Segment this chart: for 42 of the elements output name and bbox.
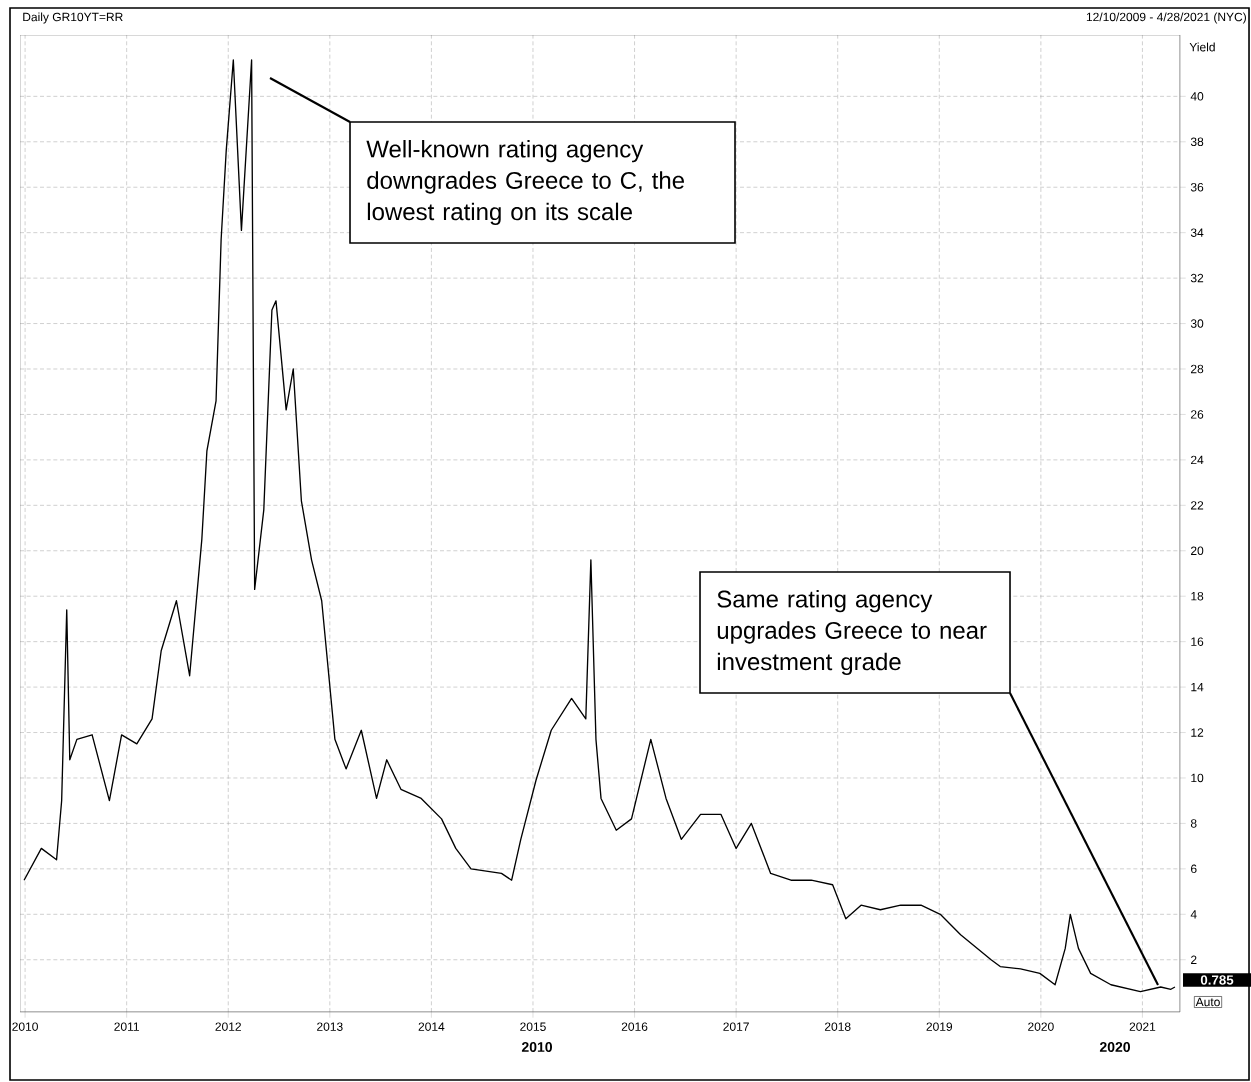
x-tick-label: 2018: [824, 1022, 851, 1031]
text: 2010: [521, 1042, 552, 1052]
text: 2020: [1099, 1042, 1131, 1052]
y-tick-label: 40: [1190, 92, 1204, 101]
y-tick-label: 8: [1190, 819, 1197, 828]
y-tick-label: 6: [1191, 864, 1197, 874]
x-tick-label: 2010: [12, 1022, 38, 1031]
y-tick-label: 26: [1191, 410, 1204, 419]
y-tick-label: 14: [1191, 682, 1204, 692]
y-tick-label: 30: [1190, 319, 1204, 328]
x-tick-label: 2017: [723, 1022, 749, 1031]
x-tick-label: 2011: [114, 1022, 139, 1031]
y-tick-label: 12: [1191, 728, 1204, 737]
y-tick-label: 24: [1191, 455, 1204, 465]
x-tick-label: 2020: [1028, 1022, 1054, 1031]
y-tick-label: 38: [1190, 137, 1204, 147]
x-tick-label: 2012: [215, 1022, 241, 1031]
y-axis-title: Yield: [1189, 42, 1215, 52]
y-tick-label: 28: [1191, 364, 1204, 374]
x-tick-label: 2019: [926, 1022, 953, 1031]
x-tick-label: 2013: [317, 1022, 343, 1031]
y-tick-label: 16: [1191, 637, 1204, 646]
x-tick-label: 2014: [418, 1022, 445, 1031]
y-tick-label: 22: [1191, 501, 1204, 510]
y-tick-label: 18: [1191, 591, 1204, 601]
chart-subtitle: 12/10/2009 - 4/28/2021 (NYC): [1086, 12, 1246, 24]
line-series: [23, 59, 1176, 993]
y-tick-label: 20: [1191, 546, 1204, 556]
y-tick-label: 32: [1190, 273, 1204, 283]
text: 0.785: [1200, 975, 1234, 985]
y-tick-label: 2: [1191, 955, 1197, 964]
y-tick-label: 34: [1190, 228, 1204, 237]
y-tick-label: 36: [1190, 182, 1204, 192]
y-tick-label: 4: [1190, 910, 1197, 919]
text: Auto: [1195, 997, 1220, 1007]
annotation: Same rating agency upgrades Greece to near investment grade: [717, 589, 987, 676]
annotation: Well-known rating agency downgrades Greece to C, the lowest rating on its scale: [366, 139, 684, 226]
x-tick-label: 2015: [520, 1022, 546, 1031]
y-tick-label: 10: [1191, 773, 1204, 783]
x-tick-label: 2016: [621, 1022, 648, 1031]
x-tick-label: 2021: [1129, 1022, 1156, 1031]
chart-title: Daily GR10YT=RR: [23, 12, 123, 24]
